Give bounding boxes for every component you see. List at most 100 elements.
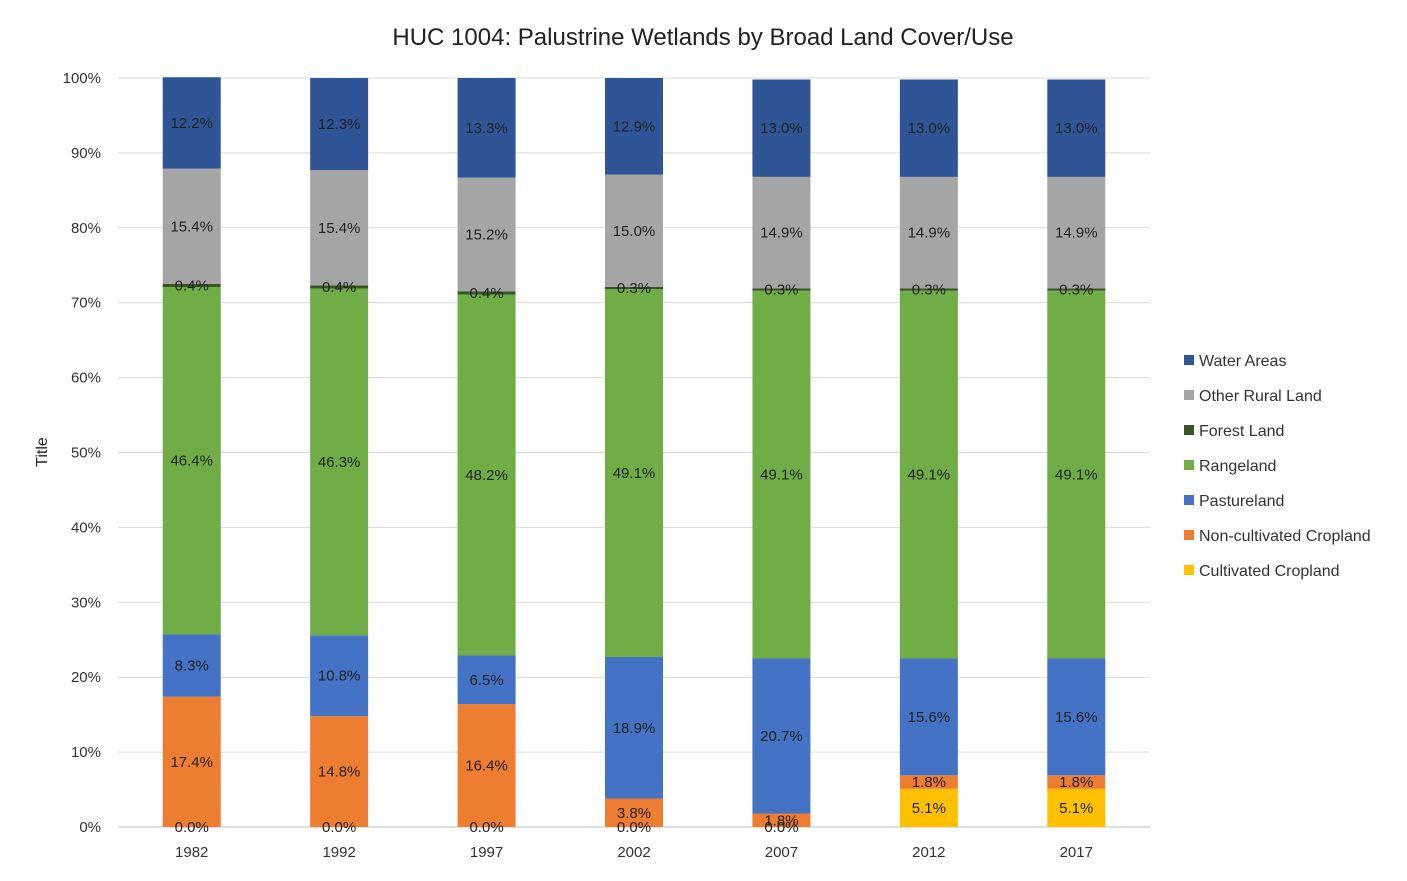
bar-segment	[1047, 176, 1106, 289]
data-label: 15.6%	[1055, 709, 1098, 726]
y-tick-label: 20%	[71, 669, 101, 686]
bar-segment	[605, 174, 663, 287]
y-tick-label: 100%	[63, 70, 101, 87]
y-tick-label: 60%	[71, 370, 101, 387]
data-label: 12.2%	[170, 115, 213, 132]
bar-segment	[752, 176, 811, 289]
bar-segment	[457, 177, 516, 292]
bar-segment	[752, 288, 811, 291]
data-label: 1.8%	[764, 812, 798, 829]
data-label: 8.3%	[175, 658, 209, 675]
bar-segment	[1047, 290, 1106, 659]
data-label: 3.8%	[617, 805, 651, 822]
data-label: 49.1%	[1055, 467, 1098, 484]
data-label: 1.8%	[1059, 774, 1093, 791]
bar-segment	[457, 78, 516, 178]
bar-segment	[605, 286, 663, 290]
x-tick-label: 2007	[765, 844, 798, 861]
bar-segment	[162, 696, 221, 827]
data-label: 0.3%	[912, 282, 946, 299]
legend-swatch	[1184, 390, 1194, 400]
legend-label: Water Areas	[1199, 353, 1286, 370]
bar-segment	[605, 656, 663, 799]
bar-segment	[162, 77, 221, 169]
bar-segment	[457, 294, 516, 656]
data-label: 13.0%	[1055, 120, 1098, 137]
bar-segment	[1047, 658, 1106, 776]
bar-segment	[899, 290, 958, 659]
legend-label: Pastureland	[1199, 493, 1284, 510]
legend-swatch	[1184, 495, 1194, 505]
data-label: 12.9%	[613, 118, 656, 135]
y-tick-label: 70%	[71, 295, 101, 312]
x-tick-label: 2017	[1060, 844, 1093, 861]
legend-label: Forest Land	[1199, 423, 1284, 440]
data-label: 5.1%	[1059, 800, 1093, 817]
bar-segment	[310, 288, 369, 636]
legend-swatch	[1184, 530, 1194, 540]
data-label: 0.0%	[175, 819, 209, 836]
bar-segment	[752, 79, 811, 177]
legend-label: Non-cultivated Cropland	[1199, 528, 1371, 545]
legend-label: Other Rural Land	[1199, 388, 1322, 405]
y-tick-label: 40%	[71, 519, 101, 536]
data-label: 20.7%	[760, 728, 803, 745]
y-tick-label: 0%	[79, 819, 101, 836]
data-label: 15.0%	[613, 223, 656, 240]
bar-segment	[310, 635, 369, 717]
data-label: 5.1%	[912, 800, 946, 817]
y-axis-ticks: 0% 10% 20% 30% 40% 50% 60% 70% 80% 90% 100%	[63, 70, 101, 836]
data-label: 17.4%	[170, 754, 213, 771]
legend-swatch	[1184, 425, 1194, 435]
bar-segment	[899, 775, 958, 789]
data-label: 0.4%	[322, 279, 356, 296]
bar-segment	[310, 170, 369, 286]
bar-segment	[899, 658, 958, 776]
data-label: 15.2%	[465, 227, 508, 244]
data-label: 0.0%	[617, 819, 651, 836]
chart-title: HUC 1004: Palustrine Wetlands by Broad L…	[392, 24, 1013, 51]
data-label: 13.3%	[465, 120, 508, 137]
data-label: 1.8%	[912, 774, 946, 791]
data-label: 0.3%	[1059, 282, 1093, 299]
data-label: 14.8%	[318, 764, 361, 781]
legend: Water Areas Other Rural Land Forest Land Ra…	[1184, 353, 1371, 580]
legend-swatch	[1184, 355, 1194, 365]
legend-swatch	[1184, 460, 1194, 470]
data-label: 16.4%	[465, 758, 508, 775]
y-axis-label: Title	[34, 437, 51, 467]
data-label: 0.3%	[617, 280, 651, 297]
y-tick-label: 80%	[71, 220, 101, 237]
bar-segment	[899, 288, 958, 291]
x-tick-label: 2012	[912, 844, 945, 861]
data-label: 49.1%	[908, 467, 951, 484]
bar-segment	[899, 176, 958, 289]
data-label: 0.4%	[469, 285, 503, 302]
bar-segment	[162, 168, 221, 284]
bar-segment	[899, 788, 958, 827]
bar-segment	[162, 634, 221, 697]
data-label: 46.3%	[318, 454, 361, 471]
bar-segment	[1047, 788, 1106, 827]
bar-segment	[310, 285, 369, 289]
data-label: 18.9%	[613, 720, 656, 737]
data-label: 15.4%	[318, 220, 361, 237]
bar-segment	[310, 716, 369, 827]
bar-segment	[752, 813, 811, 827]
bar-segment	[457, 704, 516, 827]
data-label: 14.9%	[908, 225, 951, 242]
bar-segment	[1047, 775, 1106, 789]
data-label: 12.3%	[318, 116, 361, 133]
data-label: 0.0%	[764, 819, 798, 836]
bar-segment	[605, 289, 663, 657]
x-tick-label: 1997	[470, 844, 503, 861]
data-label: 0.0%	[322, 819, 356, 836]
legend-swatch	[1184, 565, 1194, 575]
data-label: 48.2%	[465, 467, 508, 484]
data-label: 14.9%	[760, 225, 803, 242]
data-label: 10.8%	[318, 668, 361, 685]
data-label: 46.4%	[170, 453, 213, 470]
y-tick-label: 30%	[71, 594, 101, 611]
